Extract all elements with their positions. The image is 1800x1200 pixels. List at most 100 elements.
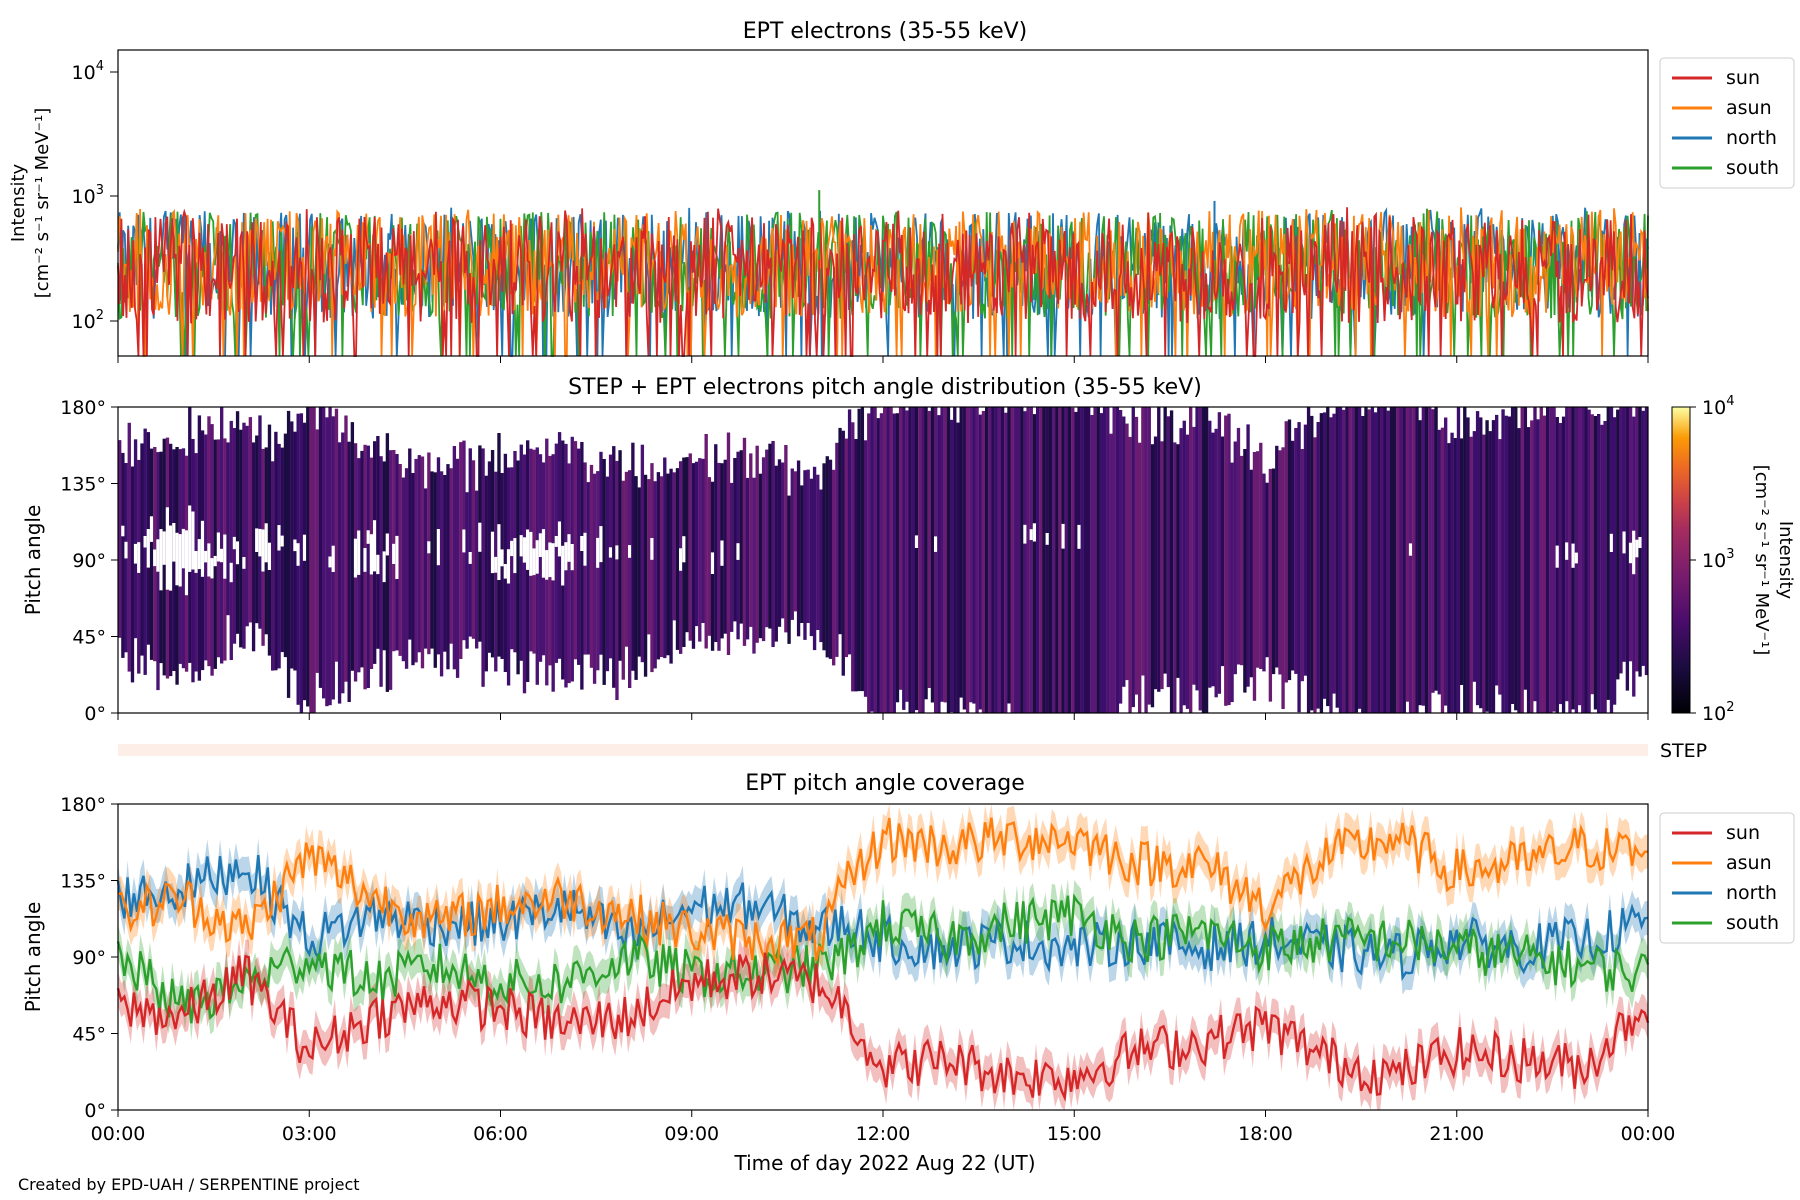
heatmap-column (424, 488, 428, 649)
heatmap-column (427, 452, 431, 655)
heatmap-gap (165, 507, 170, 590)
panel1-ytick: 104 (72, 59, 118, 84)
heatmap-column (1099, 413, 1104, 713)
heatmap-column (1326, 407, 1330, 707)
heatmap-gap (436, 529, 441, 566)
heatmap-column (1026, 407, 1030, 713)
heatmap-column (1138, 442, 1142, 713)
heatmap-gap (178, 534, 182, 587)
heatmap-column (271, 461, 275, 671)
heatmap-column (1115, 407, 1120, 713)
heatmap-column (1603, 421, 1607, 713)
panel-pitch-distribution: STEP + EPT electrons pitch angle distrib… (21, 375, 1796, 725)
heatmap-column (580, 442, 584, 690)
heatmap-gap (373, 520, 377, 572)
heatmap-column (905, 410, 909, 702)
heatmap-column (277, 443, 281, 669)
heatmap-column (1252, 452, 1257, 701)
heatmap-gap (934, 536, 938, 552)
heatmap-gap (427, 541, 431, 554)
panel1-ylabel-line2: [cm⁻² s⁻¹ sr⁻¹ MeV⁻¹] (32, 108, 53, 299)
heatmap-column (484, 475, 488, 672)
heatmap-column (1102, 407, 1107, 713)
heatmap-column (1319, 413, 1324, 713)
heatmap-column (347, 441, 351, 702)
series-band-south (118, 878, 1648, 1041)
heatmap-column (1300, 449, 1304, 682)
series-line-south (116, 893, 1650, 1024)
heatmap-column (1593, 416, 1598, 710)
heatmap-column (229, 420, 233, 660)
heatmap-column (892, 413, 896, 713)
heatmap-gap (548, 542, 552, 578)
panel2-heatmap (118, 407, 1649, 713)
heatmap-column (1224, 415, 1228, 706)
heatmap-column (730, 482, 734, 632)
heatmap-column (592, 473, 597, 684)
panel2-title: STEP + EPT electrons pitch angle distrib… (568, 375, 1202, 400)
heatmap-column (1612, 417, 1617, 705)
heatmap-column (404, 468, 409, 669)
heatmap-column (398, 464, 402, 656)
heatmap-column (962, 407, 967, 710)
heatmap-column (1479, 417, 1483, 709)
heatmap-column (1291, 440, 1295, 671)
heatmap-column (1628, 407, 1633, 662)
heatmap-column (1039, 407, 1043, 713)
heatmap-gap (596, 537, 600, 568)
heatmap-column (1466, 417, 1470, 713)
heatmap-gap (207, 543, 211, 577)
heatmap-column (459, 442, 463, 659)
x-tick-label: 06:00 (473, 1123, 528, 1145)
heatmap-gap (328, 556, 332, 568)
heatmap-gap (1609, 533, 1614, 552)
heatmap-column (315, 429, 319, 673)
heatmap-column (707, 477, 712, 636)
heatmap-column (1163, 407, 1167, 674)
x-tick-label: 09:00 (664, 1123, 719, 1145)
heatmap-gap (535, 540, 539, 574)
heatmap-column (867, 413, 871, 713)
colorbar-tick-mid: 103 (1702, 547, 1734, 572)
heatmap-gap (229, 562, 233, 583)
heatmap-column (1463, 407, 1467, 713)
panel3-series (116, 804, 1650, 1110)
heatmap-column (726, 432, 731, 655)
heatmap-column (360, 450, 364, 668)
heatmap-column (433, 472, 437, 668)
panel1-ytick-exp: 4 (96, 59, 104, 74)
heatmap-gap (608, 547, 613, 558)
series-line-sun (116, 952, 1650, 1103)
heatmap-column (918, 407, 922, 713)
heatmap-column (1316, 422, 1320, 709)
heatmap-column (1377, 407, 1381, 713)
heatmap-column (1345, 407, 1349, 713)
colorbar: 102 103 104 Intensity [cm⁻² s⁻¹ sr⁻¹ MeV… (1671, 394, 1796, 725)
heatmap-column (784, 445, 788, 633)
heatmap-gap (1622, 531, 1626, 554)
heatmap-gap (1029, 529, 1033, 540)
heatmap-gap (220, 548, 224, 563)
heatmap-column (127, 422, 131, 672)
heatmap-column (1087, 407, 1091, 713)
heatmap-column (624, 471, 629, 647)
heatmap-column (937, 415, 941, 713)
heatmap-column (669, 468, 673, 664)
heatmap-column (1415, 407, 1419, 713)
svg-text:103: 103 (72, 183, 104, 208)
heatmap-gap (133, 543, 138, 564)
heatmap-column (1329, 417, 1333, 713)
heatmap-column (752, 477, 756, 654)
x-tick-label: 21:00 (1429, 1123, 1484, 1145)
y-tick-label: 90° (72, 550, 106, 572)
x-axis-label: Time of day 2022 Aug 22 (UT) (733, 1151, 1035, 1175)
heatmap-column (1561, 416, 1566, 713)
panel3-legend-asun: asun (1726, 852, 1772, 874)
heatmap-gap (242, 557, 246, 569)
heatmap-column (1297, 422, 1301, 713)
heatmap-column (1498, 439, 1502, 695)
heatmap-gap (682, 536, 686, 563)
heatmap-gap (503, 564, 508, 579)
heatmap-column (1246, 424, 1250, 687)
heatmap-column (981, 411, 986, 713)
